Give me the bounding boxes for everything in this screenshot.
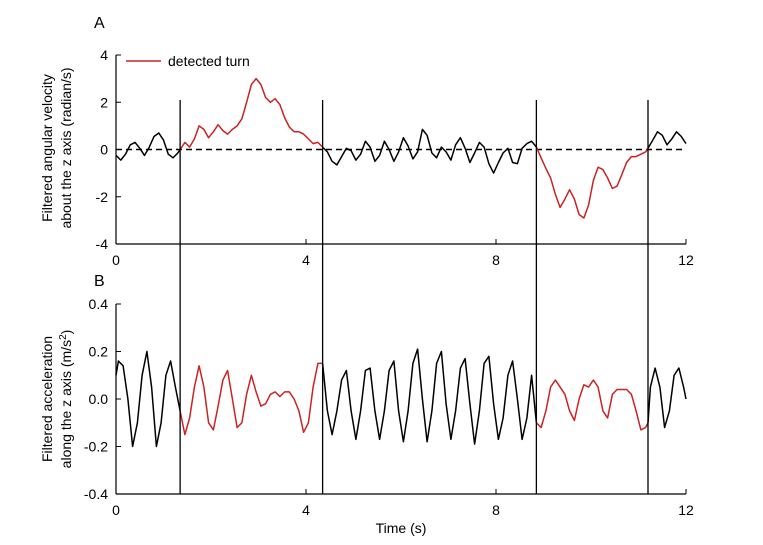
panel-a-signal-segment <box>322 128 537 174</box>
panel-a-xtick-label: 0 <box>112 252 120 268</box>
panel-b-ytick-label: 0.4 <box>89 296 109 312</box>
panel-b-signal-segment <box>647 367 687 429</box>
panel-a-xtick-label: 4 <box>302 252 310 268</box>
panel-b-ytick-label: 0.0 <box>89 391 109 407</box>
legend: detected turn <box>126 53 250 69</box>
panel-a-ytick-label: 4 <box>100 47 108 63</box>
panel-a-ylabel-line2: about the z axis (radian/s) <box>58 67 74 228</box>
panel-b-ylabel-line1: Filtered acceleration <box>39 336 55 462</box>
panel-a-ytick-label: -2 <box>96 189 109 205</box>
panel-b-signal-segment <box>115 350 181 448</box>
panel-a-ytick-label: 2 <box>100 94 108 110</box>
panel-b-turn-segment <box>179 362 323 436</box>
panel-b-ylabel-line2: along the z axis (m/s2) <box>58 330 75 469</box>
panel-b-ytick-label: 0.2 <box>89 344 109 360</box>
panel-b-xtick-label: 8 <box>492 502 500 518</box>
panel-a-xtick-label: 8 <box>492 252 500 268</box>
panel-a-ylabel-line1: Filtered angular velocity <box>39 74 55 222</box>
panel-b-signal-segment <box>321 348 538 445</box>
panel-b-ylabel-close: ) <box>58 330 74 335</box>
panel-a-xtick-label: 12 <box>678 252 694 268</box>
panel-a-ytick-label: -4 <box>96 236 109 252</box>
panel-a-turn-segment <box>179 77 324 150</box>
panel-b-turn-segment <box>535 379 649 431</box>
panel-a-signal-segment <box>115 132 181 161</box>
panel-b-xtick-label: 12 <box>678 502 694 518</box>
panel-b-plot: -0.4 -0.2 0.0 0.2 0.4 0 4 8 12 <box>84 296 694 518</box>
panel-b-ytick-label: -0.4 <box>84 486 108 502</box>
panel-a-signal-segment <box>647 131 687 149</box>
panel-b-ytick-label: -0.2 <box>84 439 108 455</box>
panel-b-letter: B <box>94 273 105 290</box>
panel-b-ylabel-line2-text: along the z axis (m/s <box>58 340 74 468</box>
panel-b-xlabel: Time (s) <box>376 520 427 536</box>
panel-a-plot: -4 -2 0 2 4 0 4 8 12 <box>96 47 694 268</box>
panel-a-letter: A <box>94 15 105 32</box>
panel-b-xtick-label: 4 <box>302 502 310 518</box>
panel-a-turn-segment <box>535 146 649 219</box>
panel-b-xtick-label: 0 <box>112 502 120 518</box>
legend-label: detected turn <box>168 53 250 69</box>
panel-b-ylabel-superscript: 2 <box>58 334 69 340</box>
panel-a-ytick-label: 0 <box>100 142 108 158</box>
